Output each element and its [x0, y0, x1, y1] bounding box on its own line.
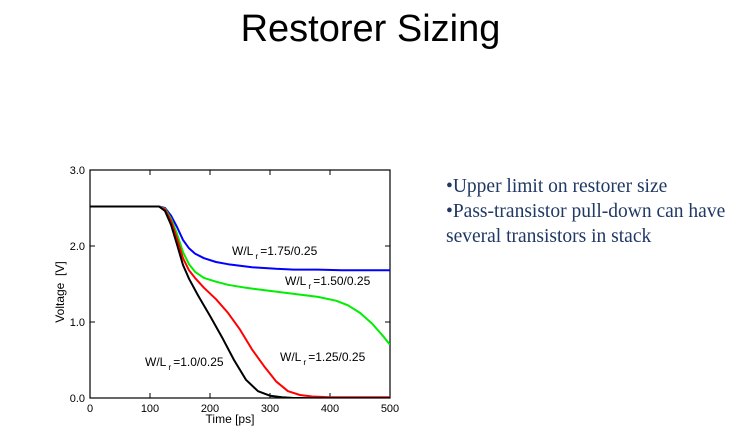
series-line-3 — [90, 205, 390, 398]
bullet-item: •Upper limit on restorer size — [446, 176, 668, 197]
x-tick-label: 500 — [381, 403, 399, 415]
y-tick-label: 2.0 — [70, 241, 85, 253]
bullet-item: •Pass-transistor pull-down can have seve… — [446, 201, 726, 247]
x-tick-label: 200 — [201, 403, 219, 415]
series-line-0 — [90, 205, 390, 272]
series-label-2: W/L r =1.25/0.25 — [280, 350, 366, 367]
series-label-1: W/L r =1.50/0.25 — [285, 274, 371, 291]
series-line-2 — [90, 205, 390, 398]
series-label-0: W/L r =1.75/0.25 — [232, 244, 318, 261]
x-tick-label: 400 — [321, 403, 339, 415]
x-tick-label: 0 — [87, 403, 93, 415]
series-line-1 — [90, 205, 390, 346]
y-tick-label: 1.0 — [70, 317, 85, 329]
plot-frame — [89, 169, 391, 399]
x-axis-label: Time [ps] — [206, 412, 255, 426]
bullet-list: •Upper limit on restorer size •Pass-tran… — [446, 174, 736, 249]
series-label-3: W/L r =1.0/0.25 — [145, 355, 224, 372]
y-tick-label: 0.0 — [70, 393, 85, 405]
x-tick-label: 300 — [261, 403, 279, 415]
slide-title: Restorer Sizing — [240, 8, 501, 50]
y-axis-label: Voltage [V] — [53, 261, 67, 322]
y-tick-label: 3.0 — [70, 165, 85, 177]
x-tick-label: 100 — [141, 403, 159, 415]
